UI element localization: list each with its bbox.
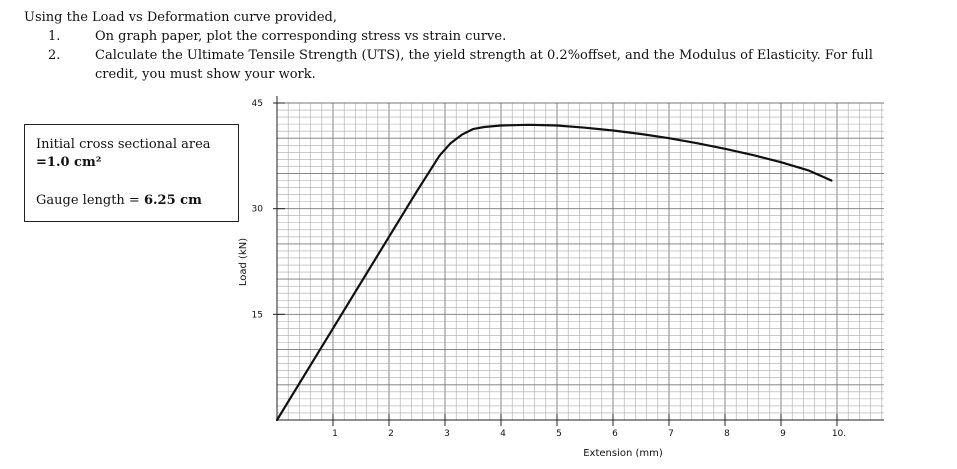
- item-number: 2.: [48, 48, 61, 63]
- area-value: =1.0 cm²: [36, 155, 102, 170]
- y-axis-label: Load (kN): [238, 238, 249, 286]
- item-text: On graph paper, plot the corresponding s…: [95, 29, 507, 44]
- x-axis-label: Extension (mm): [583, 448, 663, 459]
- x-tick-label: 10.: [832, 429, 846, 439]
- axis-labels: Extension (mm) Load (kN): [238, 238, 663, 459]
- problem-intro: Using the Load vs Deformation curve prov…: [24, 10, 337, 25]
- x-tick-label: 5: [556, 429, 562, 439]
- x-tick-label: 7: [668, 429, 674, 439]
- y-tick-label: 15: [252, 310, 263, 320]
- x-tick-label: 3: [444, 429, 450, 439]
- y-tick-label: 30: [252, 205, 264, 215]
- series: [275, 123, 833, 422]
- gauge-length: Gauge length = 6.25 cm: [36, 193, 202, 208]
- grid: [276, 102, 884, 421]
- area-label: Initial cross sectional area: [36, 137, 211, 152]
- x-tick-label: 4: [500, 429, 506, 439]
- x-tick-label: 9: [780, 429, 786, 439]
- x-tick-label: 8: [724, 429, 730, 439]
- axes: [276, 96, 884, 421]
- x-tick-label: 6: [612, 429, 618, 439]
- x-tick-label: 2: [388, 429, 394, 439]
- y-tick-label: 45: [252, 99, 263, 109]
- item-text: Calculate the Ultimate Tensile Strength …: [95, 48, 873, 82]
- item-number: 1.: [48, 29, 61, 44]
- specimen-info-box: Initial cross sectional area =1.0 cm² Ga…: [24, 124, 239, 222]
- x-tick-label: 1: [332, 429, 338, 439]
- gauge-value: 6.25 cm: [143, 193, 202, 208]
- load-curve-series-0: [275, 123, 833, 422]
